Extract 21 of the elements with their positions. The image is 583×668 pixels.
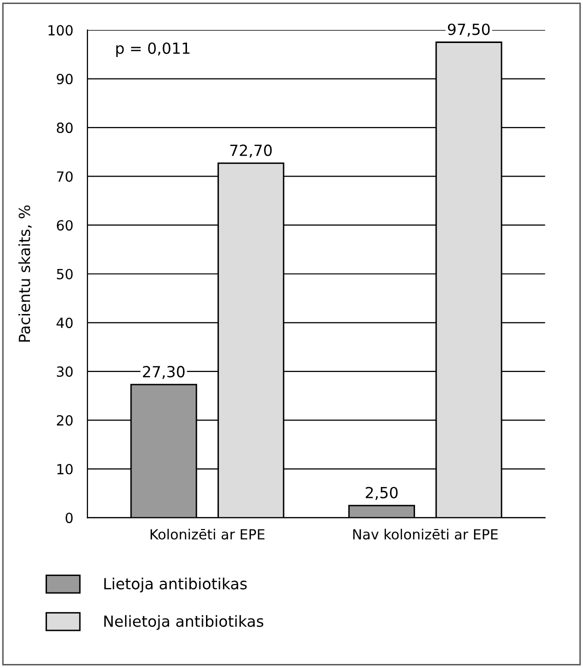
x-tick-label: Kolonizēti ar EPE (150, 528, 264, 540)
data-label: 97,50 (448, 24, 490, 37)
data-label: 27,30 (142, 366, 185, 380)
y-tick-label: 0 (66, 512, 73, 524)
y-tick-label: 20 (56, 415, 73, 426)
y-tick-label: 10 (57, 464, 73, 474)
legend-label: Nelietoja antibiotikas (104, 615, 264, 630)
y-tick-label: 50 (56, 268, 73, 280)
data-label: 72,70 (230, 144, 272, 158)
y-tick-label: 90 (56, 74, 73, 84)
y-tick-label: 40 (56, 318, 73, 328)
y-tick-label: 80 (56, 122, 73, 134)
data-label: 2,50 (366, 486, 398, 500)
y-tick-label: 60 (56, 220, 73, 231)
legend-label: Lietoja antibiotikas (104, 578, 247, 592)
y-tick-label: 70 (57, 171, 73, 182)
annotation: p = 0,011 (116, 42, 190, 57)
x-tick-label: Nav kolonizēti ar EPE (353, 528, 498, 540)
y-tick-label: 30 (56, 366, 73, 377)
y-axis-title: Pacientu skaits, % (18, 205, 32, 342)
y-tick-label: 100 (48, 25, 73, 36)
